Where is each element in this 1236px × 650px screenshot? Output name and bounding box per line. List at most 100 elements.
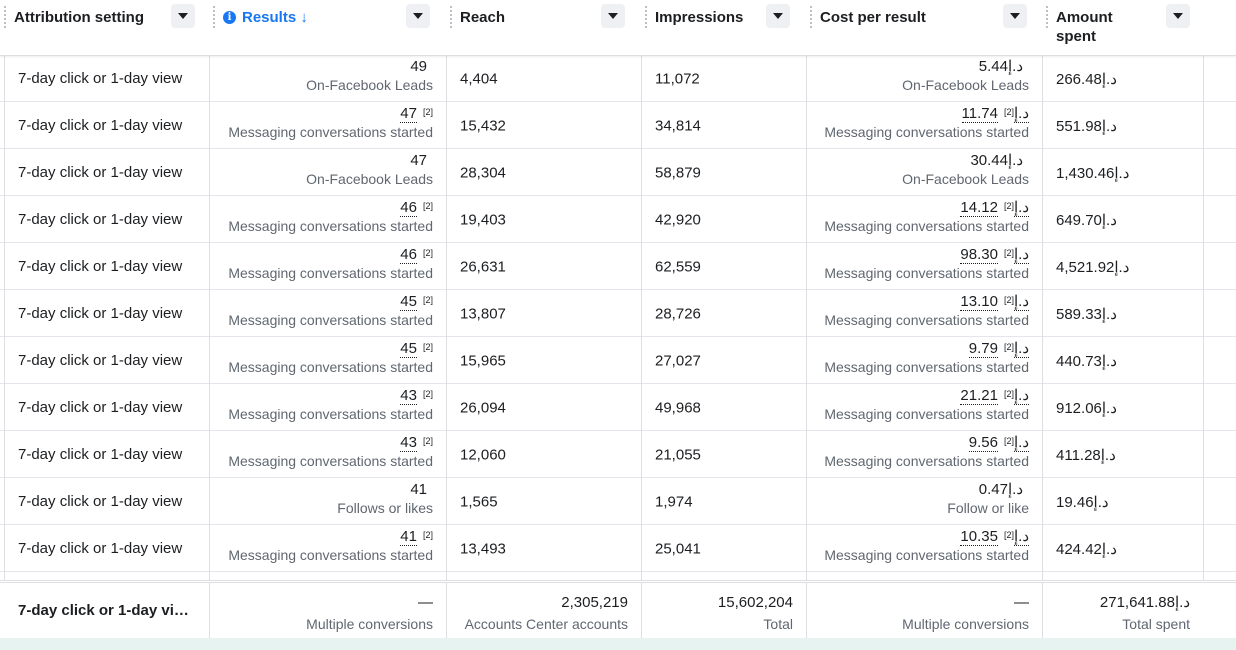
cost-per-result-cell: 30.44د.إ On-Facebook Leads [806, 149, 1041, 196]
column-header-results[interactable]: i Results ↓ [209, 0, 446, 55]
column-header-attribution-setting[interactable]: Attribution setting [0, 0, 209, 55]
cost-per-result-cell: 14.12د.إ[2] Messaging conversations star… [806, 196, 1041, 243]
footnote-marker[interactable]: [2] [1003, 201, 1014, 211]
column-dropdown-button[interactable] [601, 4, 625, 28]
cost-value[interactable]: 11.74د.إ [961, 105, 1029, 123]
caret-down-icon [178, 13, 188, 19]
cost-type: Messaging conversations started [824, 406, 1029, 422]
column-header-amount-spent[interactable]: Amount spent [1042, 0, 1202, 55]
results-cell: 46 [2] Messaging conversations started [209, 196, 445, 243]
column-resize-handle[interactable] [645, 6, 650, 28]
column-resize-handle[interactable] [1046, 6, 1051, 28]
cost-value[interactable]: 13.10د.إ [960, 293, 1029, 311]
column-resize-handle[interactable] [810, 6, 815, 28]
results-cell: 45 [2] Messaging conversations started [209, 337, 445, 384]
results-value[interactable]: 43 [400, 434, 417, 452]
table-row[interactable]: 7-day click or 1-day view 41 Follows or … [0, 478, 1236, 525]
table-row[interactable]: 7-day click or 1-day view 45 [2] Messagin… [0, 290, 1236, 337]
footnote-marker[interactable]: [2] [422, 295, 433, 305]
footnote-marker[interactable]: [2] [422, 436, 433, 446]
cost-value[interactable]: 10.35د.إ [960, 528, 1029, 546]
reach-cell: 15,965 [460, 352, 506, 369]
column-resize-handle[interactable] [4, 6, 9, 28]
footnote-marker[interactable]: [2] [1003, 436, 1014, 446]
footnote-marker[interactable]: [2] [1003, 248, 1014, 258]
column-resize-handle[interactable] [450, 6, 455, 28]
table-row[interactable]: 7-day click or 1-day view 46 [2] Messagin… [0, 196, 1236, 243]
cost-type: On-Facebook Leads [902, 77, 1029, 93]
table-row[interactable]: 7-day click or 1-day view 47 [2] Messagin… [0, 102, 1236, 149]
caret-down-icon [413, 13, 423, 19]
results-value[interactable]: 45 [400, 293, 417, 311]
column-dropdown-button[interactable] [766, 4, 790, 28]
impressions-cell: 49,968 [655, 399, 701, 416]
info-icon[interactable]: i [223, 11, 236, 24]
column-header-cost-per-result[interactable]: Cost per result [806, 0, 1042, 55]
footnote-marker[interactable]: [2] [1003, 530, 1014, 540]
cost-type: Messaging conversations started [824, 359, 1029, 375]
footnote-marker[interactable]: [2] [422, 530, 433, 540]
amount-spent-cell: 1,430.46د.إ [1056, 164, 1130, 182]
impressions-cell: 1,974 [655, 493, 693, 510]
cost-value[interactable]: 9.79د.إ [968, 340, 1029, 358]
column-header-impressions[interactable]: Impressions [641, 0, 806, 55]
table-row[interactable]: 7-day click or 1-day view 43 [2] Messagin… [0, 384, 1236, 431]
impressions-cell: 27,027 [655, 352, 701, 369]
results-value[interactable]: 46 [400, 199, 417, 217]
footnote-marker[interactable]: [2] [422, 107, 433, 117]
horizontal-scrollbar-track[interactable] [0, 638, 1236, 650]
attribution-cell: 7-day click or 1-day view [18, 116, 183, 134]
reach-cell: 13,493 [460, 540, 506, 557]
reach-cell: 28,304 [460, 164, 506, 181]
column-dropdown-button[interactable] [171, 4, 195, 28]
cost-value[interactable]: 98.30د.إ [960, 246, 1029, 264]
column-dropdown-button[interactable] [1003, 4, 1027, 28]
table-row[interactable]: 7-day click or 1-day view 45 [2] Messagin… [0, 337, 1236, 384]
column-dropdown-button[interactable] [1166, 4, 1190, 28]
caret-down-icon [608, 13, 618, 19]
cost-per-result-cell: 21.21د.إ[2] Messaging conversations star… [806, 384, 1041, 431]
column-divider [446, 0, 447, 638]
table-row[interactable]: 7-day click or 1-day view 43 [2] Messagin… [0, 431, 1236, 478]
attribution-cell: 7-day click or 1-day view [18, 257, 183, 275]
totals-impressions-cell: 15,602,204 Total [641, 583, 805, 638]
results-cell: 41 Follows or likes [209, 478, 445, 525]
table-header: Attribution setting i Results ↓ Reach Imp… [0, 0, 1236, 56]
footnote-marker[interactable]: [2] [1003, 389, 1014, 399]
footnote-marker[interactable]: [2] [422, 201, 433, 211]
footnote-marker[interactable]: [2] [1003, 342, 1014, 352]
impressions-cell: 42,920 [655, 211, 701, 228]
footnote-marker[interactable]: [2] [1003, 107, 1014, 117]
results-type: Messaging conversations started [228, 218, 433, 234]
results-value[interactable]: 43 [400, 387, 417, 405]
results-cell: 47 On-Facebook Leads [209, 149, 445, 196]
results-type: Messaging conversations started [228, 265, 433, 281]
results-value[interactable]: 47 [400, 105, 417, 123]
results-value[interactable]: 46 [400, 246, 417, 264]
totals-attribution-cell: 7-day click or 1-day vi… [18, 601, 189, 619]
results-cell: 47 [2] Messaging conversations started [209, 102, 445, 149]
results-value[interactable]: 45 [400, 340, 417, 358]
cost-value: 5.44د.إ [978, 58, 1023, 75]
results-value: 47 [410, 152, 427, 169]
amount-spent-cell: 266.48د.إ [1056, 70, 1117, 88]
table-row[interactable]: 7-day click or 1-day view 47 On-Facebook… [0, 149, 1236, 196]
footnote-marker[interactable]: [2] [422, 389, 433, 399]
column-dropdown-button[interactable] [406, 4, 430, 28]
cost-type: Messaging conversations started [824, 547, 1029, 563]
footnote-marker[interactable]: [2] [1003, 295, 1014, 305]
table-row[interactable]: 7-day click or 1-day view 46 [2] Messagin… [0, 243, 1236, 290]
totals-amount-spent-cell: 271,641.88د.إ Total spent [1042, 583, 1202, 638]
table-row[interactable]: 7-day click or 1-day view 41 [2] Messagin… [0, 525, 1236, 572]
cost-value[interactable]: 21.21د.إ [960, 387, 1029, 405]
column-header-label: Amount spent [1056, 9, 1113, 45]
column-resize-handle[interactable] [213, 6, 218, 28]
footnote-marker[interactable]: [2] [422, 342, 433, 352]
table-row[interactable]: 7-day click or 1-day view 49 On-Facebook… [0, 55, 1236, 102]
footnote-marker[interactable]: [2] [422, 248, 433, 258]
results-value[interactable]: 41 [400, 528, 417, 546]
column-header-reach[interactable]: Reach [446, 0, 641, 55]
cost-value[interactable]: 14.12د.إ [960, 199, 1029, 217]
cost-value[interactable]: 9.56د.إ [968, 434, 1029, 452]
